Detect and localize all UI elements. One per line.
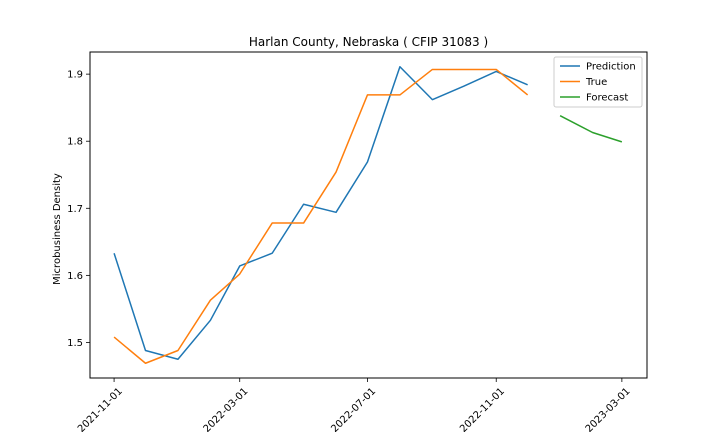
- y-tick-label: 1.6: [67, 271, 83, 282]
- y-tick-label: 1.5: [67, 338, 83, 349]
- legend-label-prediction: Prediction: [586, 62, 636, 73]
- legend-label-true: True: [585, 77, 607, 88]
- series-line-true: [113, 68, 529, 364]
- series-layer: [113, 66, 623, 364]
- y-tick-label: 1.9: [67, 70, 83, 81]
- y-tick-label: 1.7: [67, 204, 83, 215]
- legend: Prediction True Forecast: [553, 56, 643, 108]
- plot-frame: [89, 51, 648, 379]
- y-tick-label: 1.8: [67, 137, 83, 148]
- legend-box: [553, 56, 643, 108]
- series-line-forecast: [559, 115, 623, 143]
- y-axis-label: Microbusiness Density: [52, 173, 63, 285]
- legend-label-forecast: Forecast: [586, 93, 628, 104]
- chart-title: Harlan County, Nebraska ( CFIP 31083 ): [249, 35, 488, 49]
- series-line-prediction: [113, 66, 528, 360]
